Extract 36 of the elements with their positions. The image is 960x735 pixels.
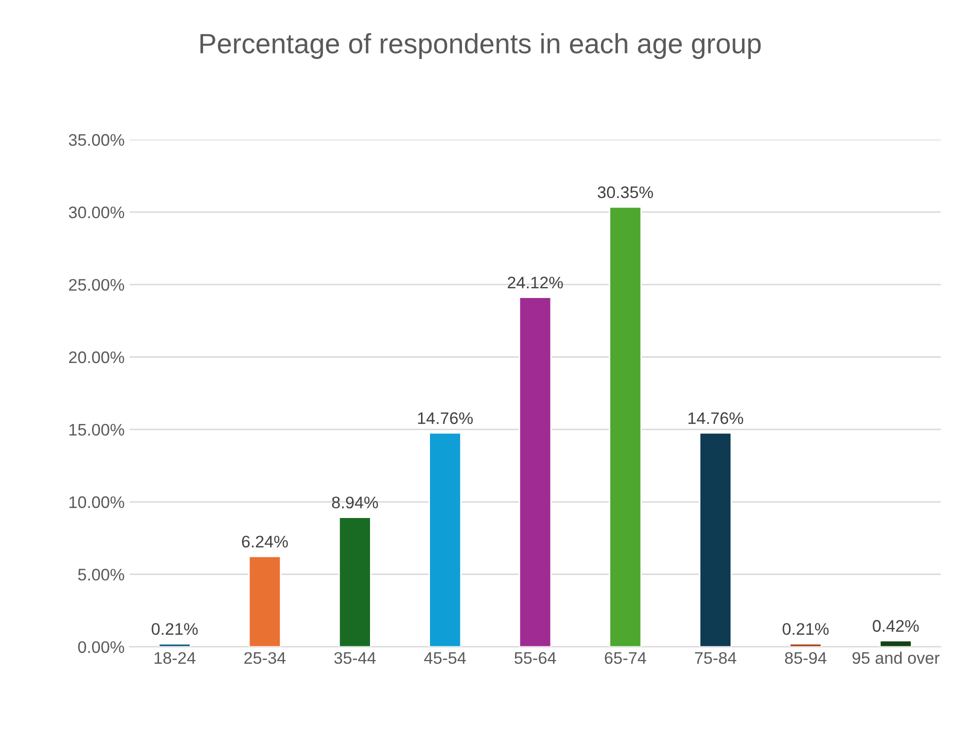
chart-title: Percentage of respondents in each age group — [200, 33, 761, 59]
data-label: 14.76% — [688, 412, 744, 424]
x-tick-label: 85-94 — [785, 652, 826, 664]
data-label: 0.21% — [782, 623, 829, 635]
bar — [789, 643, 822, 647]
bar — [158, 643, 192, 647]
bar — [879, 640, 912, 647]
x-tick-label: 95 and over — [852, 652, 940, 664]
x-tick-label: 35-44 — [334, 652, 376, 664]
data-label: 6.24% — [242, 536, 288, 548]
y-tick-label: 30.00% — [68, 206, 124, 218]
bar — [428, 432, 462, 647]
y-tick-label: 25.00% — [69, 278, 124, 291]
data-label: 0.42% — [872, 620, 919, 632]
y-tick-label: 20.00% — [69, 351, 124, 364]
y-tick-label: 35.00% — [68, 134, 124, 146]
data-label: 8.94% — [332, 496, 378, 508]
x-tick-label: 18-24 — [154, 652, 196, 664]
bar — [338, 516, 372, 647]
y-tick-label: 15.00% — [69, 424, 124, 436]
bar — [248, 556, 282, 647]
data-label: 24.12% — [508, 276, 563, 288]
y-tick-label: 5.00% — [78, 568, 124, 581]
bar — [518, 296, 552, 647]
x-tick-label: 65-74 — [604, 652, 646, 664]
data-label: 0.21% — [152, 623, 198, 635]
y-tick-label: 10.00% — [69, 496, 124, 508]
x-tick-label: 25-34 — [244, 652, 286, 664]
x-tick-label: 55-64 — [514, 652, 556, 664]
x-tick-label: 45-54 — [424, 652, 466, 664]
bar — [608, 206, 642, 647]
y-tick-label: 0.00% — [78, 641, 124, 654]
data-label: 14.76% — [418, 412, 473, 424]
bar — [699, 432, 732, 647]
x-tick-label: 75-84 — [695, 652, 736, 664]
data-label: 30.35% — [598, 186, 654, 198]
